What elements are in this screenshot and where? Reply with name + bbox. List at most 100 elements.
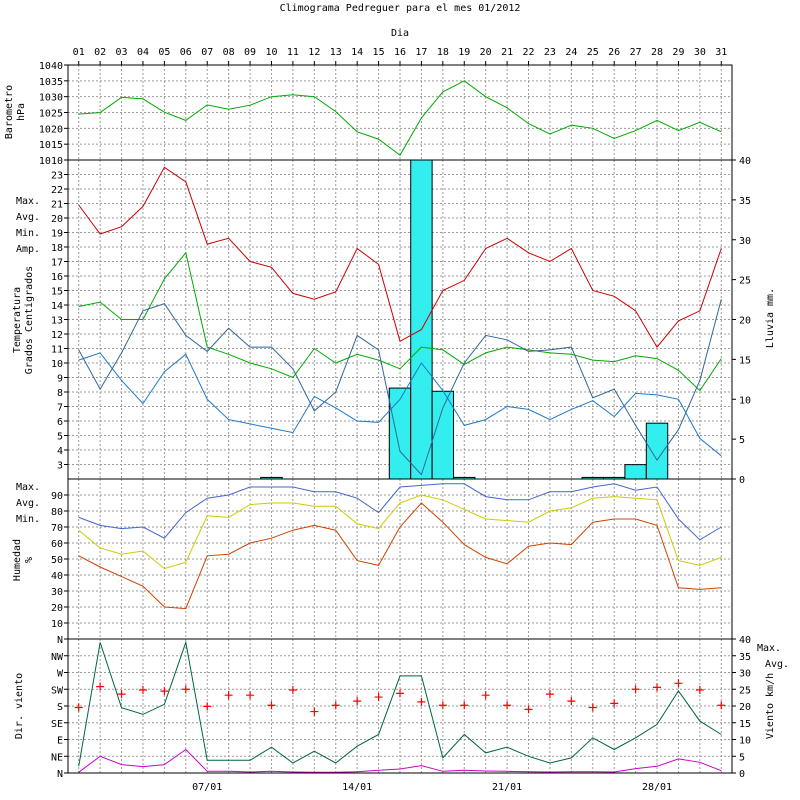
day-tick-label: 23 bbox=[544, 47, 556, 58]
rain-tick-label: 15 bbox=[739, 355, 751, 366]
wind-direction-marker bbox=[567, 697, 576, 706]
rain-axis-label: Lluvia mm. bbox=[765, 288, 776, 348]
wind-direction-marker bbox=[588, 703, 597, 712]
day-tick-label: 19 bbox=[458, 47, 470, 58]
temperature-legend-amp: Amp. bbox=[16, 244, 40, 255]
wind-avg-line bbox=[78, 748, 722, 773]
wind-direction-marker bbox=[460, 701, 469, 710]
date-tick-label: 14/01 bbox=[342, 782, 372, 793]
wind-speed-tick-label: 10 bbox=[739, 736, 751, 747]
wind-direction-tick-label: NE bbox=[51, 752, 63, 763]
temperature-axis-label: Temperatura bbox=[12, 287, 23, 353]
day-tick-label: 20 bbox=[480, 47, 492, 58]
wind-speed-tick-label: 35 bbox=[739, 652, 751, 663]
wind-speed-tick-label: 5 bbox=[739, 752, 745, 763]
wind-direction-marker bbox=[695, 685, 704, 694]
temperature-tick-label: 15 bbox=[51, 287, 63, 298]
day-tick-label: 07 bbox=[201, 47, 213, 58]
pressure-tick-label: 1010 bbox=[39, 156, 63, 167]
temperature-avg-line bbox=[78, 251, 722, 392]
pressure-tick-label: 1025 bbox=[39, 109, 63, 120]
wind-direction-marker bbox=[160, 687, 169, 696]
temperature-tick-label: 4 bbox=[57, 446, 63, 457]
wind-direction-marker bbox=[267, 701, 276, 710]
date-tick-label: 28/01 bbox=[642, 782, 672, 793]
day-tick-label: 10 bbox=[265, 47, 277, 58]
temperature-tick-label: 11 bbox=[51, 345, 63, 356]
day-tick-label: 09 bbox=[244, 47, 256, 58]
humidity-tick-label: 80 bbox=[51, 507, 63, 518]
day-tick-label: 02 bbox=[94, 47, 106, 58]
temperature-tick-label: 12 bbox=[51, 330, 63, 341]
humidity-legend-max: Max. bbox=[16, 482, 40, 493]
wind-direction-tick-label: W bbox=[57, 669, 64, 680]
temperature-tick-label: 8 bbox=[57, 388, 63, 399]
chart-layer: 01 02 03 04 05 06 07 08 09 10 11 12 13 14 15 16 17 18 19 20… bbox=[4, 47, 789, 793]
rain-tick-label: 5 bbox=[739, 435, 745, 446]
wind-direction-marker bbox=[96, 682, 105, 691]
temperature-tick-label: 10 bbox=[51, 359, 63, 370]
pressure-tick-label: 1035 bbox=[39, 77, 63, 88]
temperature-legend-min: Min. bbox=[16, 228, 40, 239]
day-tick-label: 12 bbox=[308, 47, 320, 58]
pressure-axis-unit: hPa bbox=[16, 103, 27, 121]
humidity-tick-label: 20 bbox=[51, 603, 63, 614]
day-tick-label: 26 bbox=[608, 47, 620, 58]
wind-legend-max: Max. bbox=[757, 643, 781, 654]
day-tick-label: 22 bbox=[522, 47, 534, 58]
temperature-tick-label: 23 bbox=[51, 171, 63, 182]
temperature-tick-label: 16 bbox=[51, 272, 63, 283]
day-tick-label: 24 bbox=[565, 47, 577, 58]
wind-direction-marker bbox=[138, 685, 147, 694]
wind-direction-tick-label: E bbox=[57, 736, 63, 747]
humidity-tick-label: 90 bbox=[51, 491, 63, 502]
wind-direction-axis-label: Dir. viento bbox=[14, 673, 25, 739]
temperature-tick-label: 21 bbox=[51, 200, 63, 211]
humidity-axis-label: Humedad bbox=[12, 539, 23, 581]
rain-tick-label: 0 bbox=[739, 475, 745, 486]
day-tick-label: 18 bbox=[437, 47, 449, 58]
wind-direction-marker bbox=[545, 690, 554, 699]
wind-direction-marker bbox=[481, 691, 490, 700]
chart-title: Climograma Pedreguer para el mes 01/2012 bbox=[280, 3, 521, 14]
wind-direction-marker bbox=[610, 699, 619, 708]
pressure-tick-label: 1040 bbox=[39, 61, 63, 72]
pressure-tick-label: 1020 bbox=[39, 124, 63, 135]
day-tick-label: 11 bbox=[287, 47, 299, 58]
temperature-tick-label: 22 bbox=[51, 185, 63, 196]
rain-tick-label: 35 bbox=[739, 196, 751, 207]
humidity-min-line bbox=[78, 502, 722, 610]
humidity-tick-label: 60 bbox=[51, 539, 63, 550]
day-tick-label: 29 bbox=[672, 47, 684, 58]
wind-speed-tick-label: 15 bbox=[739, 719, 751, 730]
rain-bar bbox=[410, 159, 433, 480]
temperature-min-line bbox=[78, 352, 722, 457]
wind-speed-tick-label: 0 bbox=[739, 769, 745, 780]
day-tick-label: 31 bbox=[715, 47, 727, 58]
day-tick-label: 03 bbox=[116, 47, 128, 58]
temperature-max-line bbox=[78, 166, 722, 348]
rain-tick-label: 30 bbox=[739, 236, 751, 247]
wind-direction-tick-label: SW bbox=[51, 685, 64, 696]
rain-tick-label: 40 bbox=[739, 156, 751, 167]
temperature-tick-label: 19 bbox=[51, 229, 63, 240]
temperature-tick-label: 7 bbox=[57, 403, 63, 414]
day-tick-label: 01 bbox=[73, 47, 85, 58]
wind-direction-tick-label: SE bbox=[51, 719, 63, 730]
wind-speed-tick-label: 25 bbox=[739, 685, 751, 696]
wind-direction-tick-label: S bbox=[57, 702, 63, 713]
wind-direction-marker bbox=[203, 702, 212, 711]
wind-direction-marker bbox=[117, 690, 126, 699]
day-tick-label: 15 bbox=[373, 47, 385, 58]
wind-speed-tick-label: 40 bbox=[739, 635, 751, 646]
wind-direction-marker bbox=[674, 679, 683, 688]
wind-speed-axis-label: Viento km/h bbox=[765, 673, 776, 739]
humidity-axis-unit: % bbox=[24, 557, 35, 563]
humidity-tick-label: 10 bbox=[51, 619, 63, 630]
day-axis-label: Dia bbox=[391, 28, 409, 39]
humidity-tick-label: 70 bbox=[51, 523, 63, 534]
temperature-tick-label: 9 bbox=[57, 374, 63, 385]
wind-direction-marker bbox=[310, 707, 319, 716]
wind-direction-marker bbox=[524, 705, 533, 714]
